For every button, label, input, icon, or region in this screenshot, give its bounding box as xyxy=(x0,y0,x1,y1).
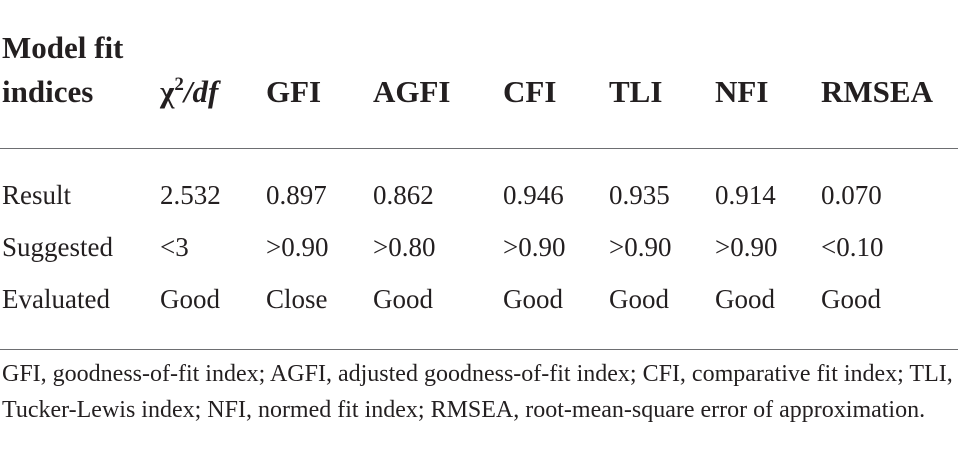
header-agfi: AGFI xyxy=(373,74,451,109)
table-cell: <3 xyxy=(160,232,189,262)
table-cell: Good xyxy=(373,284,433,314)
table-cell: 0.935 xyxy=(609,180,670,210)
table-cell: 0.914 xyxy=(715,180,776,210)
table-body: Result 2.532 0.897 0.862 0.946 0.935 0.9… xyxy=(0,149,958,350)
header-gfi: GFI xyxy=(266,74,322,109)
header-chi-square-df: χ2/df xyxy=(160,70,218,114)
row-label: Evaluated xyxy=(2,284,110,314)
table-cell: >0.90 xyxy=(503,232,566,262)
chi-superscript: 2 xyxy=(174,74,184,95)
table-cell: 0.070 xyxy=(821,180,882,210)
table-cell: >0.90 xyxy=(609,232,672,262)
table-cell: Good xyxy=(821,284,881,314)
table-cell: >0.80 xyxy=(373,232,436,262)
table-cell: Close xyxy=(266,284,328,314)
table-cell: Good xyxy=(609,284,669,314)
table-cell: 0.862 xyxy=(373,180,434,210)
table-header-row: Model fit indices χ2/df GFI AGFI CFI TLI… xyxy=(0,0,958,149)
header-model-fit-indices: Model fit indices xyxy=(2,30,124,109)
table-cell: Good xyxy=(160,284,220,314)
header-nfi: NFI xyxy=(715,74,769,109)
row-label: Suggested xyxy=(2,232,113,262)
table-row-evaluated: Evaluated Good Close Good Good Good Good… xyxy=(0,273,958,325)
header-tli: TLI xyxy=(609,74,663,109)
header-rmsea: RMSEA xyxy=(821,74,933,109)
chi-df: /df xyxy=(183,74,219,109)
table-cell: Good xyxy=(503,284,563,314)
table-footnote: GFI, goodness-of-fit index; AGFI, adjust… xyxy=(2,361,953,423)
row-label: Result xyxy=(2,180,72,210)
table-cell: 0.946 xyxy=(503,180,564,210)
table-cell: >0.90 xyxy=(715,232,778,262)
model-fit-table: Model fit indices χ2/df GFI AGFI CFI TLI… xyxy=(0,0,958,350)
table-cell: <0.10 xyxy=(821,232,884,262)
table-row-suggested: Suggested <3 >0.90 >0.80 >0.90 >0.90 >0.… xyxy=(0,221,958,273)
table-cell: 0.897 xyxy=(266,180,327,210)
header-cfi: CFI xyxy=(503,74,557,109)
table-cell: Good xyxy=(715,284,775,314)
table-row-result: Result 2.532 0.897 0.862 0.946 0.935 0.9… xyxy=(0,169,958,221)
chi-symbol: χ xyxy=(160,74,175,109)
table-cell: 2.532 xyxy=(160,180,221,210)
table-cell: >0.90 xyxy=(266,232,329,262)
